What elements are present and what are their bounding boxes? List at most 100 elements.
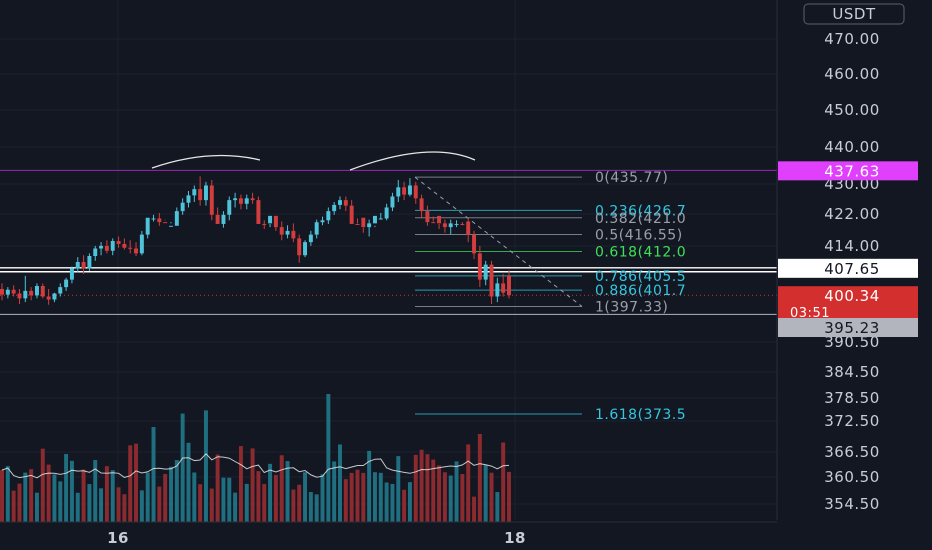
candle-body [372,215,377,224]
candle-body [320,220,325,223]
fib-trend-line[interactable] [414,176,583,307]
volume-bar [297,484,302,522]
volume-bar [425,454,430,522]
volume-bar [332,461,337,522]
candle-body [291,230,296,239]
candle-body [145,217,150,235]
volume-bar [507,471,511,522]
candle-body [244,198,249,204]
current-price-label [778,286,918,321]
volume-bar [466,444,471,522]
volume-bar [52,474,57,522]
candle-body [174,211,179,226]
time-tick-label: 16 [107,529,129,547]
candle-body [332,204,337,212]
volume-bar [163,473,168,522]
volume-bar [69,460,74,522]
volume-bar [58,481,63,522]
candle-body [186,195,191,203]
candle-body [466,221,471,235]
candle-body [361,217,366,228]
candle-body [29,290,34,296]
time-axis[interactable]: 16 18 [107,529,526,547]
time-tick-label: 18 [504,529,526,547]
candle-body [163,222,168,224]
price-label [778,258,918,278]
volume-bar [355,469,360,522]
candle-body [64,279,69,288]
candle-body [69,268,74,280]
currency-badge[interactable]: USDT [803,3,905,25]
candle-body [338,200,342,205]
price-axis[interactable]: 480.00470.00460.00450.00440.00430.00422.… [824,6,880,513]
volume-bar [75,492,80,522]
volume-bar [215,454,220,522]
candle-body [378,218,383,220]
volume-bar [116,487,121,522]
candle-body [431,222,436,224]
candle-body [390,196,395,208]
volume-bar [157,486,162,522]
fib-level-label: 0(435.77) [595,170,668,186]
volume-bar [413,454,418,522]
volume-bar [139,490,144,522]
candle-body [169,225,173,227]
price-tick-label: 422.00 [824,205,880,223]
volume-bar [314,494,319,522]
fib-level-label: 1.618(373.5 [595,407,686,423]
price-tick-label: 372.50 [824,412,880,430]
candle-body [314,222,319,235]
candle-body [437,215,442,224]
volume-bar [454,461,459,522]
volume-bar [378,472,383,522]
candle-body [134,248,139,254]
volume-bar [303,472,308,522]
volume-bar [472,496,477,522]
arc-left[interactable] [151,154,261,169]
volume-bar [396,456,401,522]
volume-bar [87,484,92,522]
candle-body [262,223,267,225]
candle-body [477,253,482,280]
candle-body [367,223,372,228]
volume-bar [221,477,226,522]
fib-level-label: 0.5(416.55) [595,227,683,243]
volume-bar [186,442,191,522]
arc-right[interactable] [349,151,476,171]
fib-level-label: 0.786(405.5 [595,269,686,285]
volume-bar [495,492,500,522]
volume-bar [46,464,51,522]
volume-bar [262,484,267,522]
volume-bar [437,465,442,522]
price-tick-label: 470.00 [824,30,880,48]
candle-body [384,207,389,219]
volume-bar [233,492,238,522]
volume-bar [151,427,156,522]
candle-body [17,293,22,299]
candle-body [495,283,500,297]
fibonacci-retracement[interactable]: 0(435.77) 0.236(426.70.382(421.00.5(416.5… [414,170,686,423]
candle-body [355,223,360,225]
volume-bar [256,471,261,522]
candle-body [238,198,243,204]
volume-bar [40,448,45,522]
candle-body [87,256,92,269]
candle-body [472,234,477,254]
volume-bar [64,454,69,522]
volume-bar [198,484,203,522]
fib-level-label: 0.618(412.0 [595,245,686,261]
volume-bar [134,443,139,522]
drawings[interactable] [151,151,476,171]
volume-bar [110,470,115,522]
candle-body [23,290,28,299]
price-tick-label: 384.50 [824,363,880,381]
candle-body [326,211,331,221]
candle-body [157,218,162,223]
volume-bar [268,463,273,522]
volume-bar [361,472,366,522]
horizontal-lines [0,169,777,315]
candle-body [209,185,214,215]
volume-bar [209,488,214,522]
